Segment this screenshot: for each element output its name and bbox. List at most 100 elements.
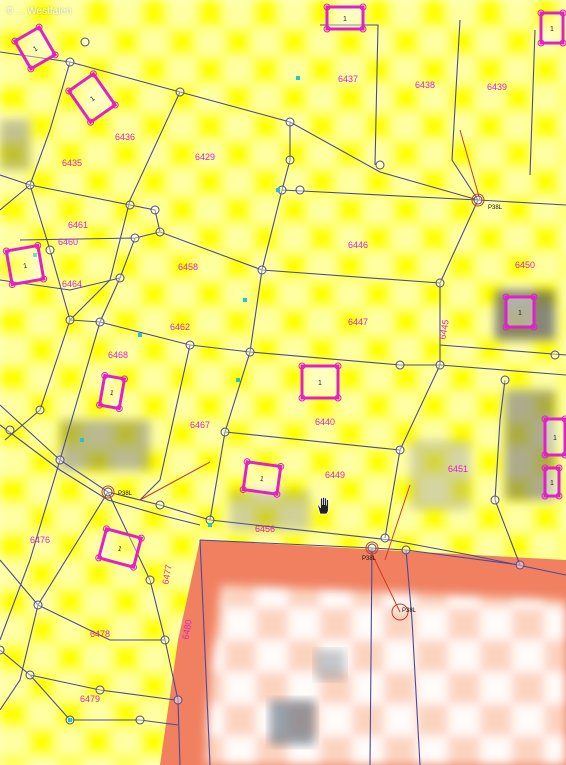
boundary-line [199,539,211,765]
parcel-label: 6447 [348,317,368,327]
building-vertex [34,241,42,249]
dark-patch [315,650,345,680]
building-outline [504,295,536,329]
boundary-vertex [220,427,230,437]
building-vertex [323,3,331,11]
dark-patch [0,120,30,170]
building: 1 [537,9,566,47]
dark-patch [410,440,470,510]
boundary-line [0,424,201,526]
boundary-vertex [33,600,43,610]
boundary-line [281,122,291,191]
building-label: 1 [550,26,554,33]
survey-point: P38L [362,541,379,562]
boundary-line [4,91,181,441]
boundary-vertex [515,560,525,570]
building-vertex [541,464,549,472]
boundary-vertex [115,273,125,283]
building-outline [66,71,118,125]
boundary-line [0,649,176,701]
boundary-vertex [95,685,105,695]
survey-point: P38L [471,193,503,211]
boundary-vertex [80,37,90,47]
building: 1 [65,70,119,126]
building-outline [300,364,340,400]
building-vertex [555,464,563,472]
boundary-line [0,559,39,606]
survey-points: P38L P38L P38L P38L [101,193,503,621]
building-outline [97,373,127,411]
building-label: 1 [550,480,554,487]
cyan-mark [208,523,212,527]
building: 1 [2,241,48,289]
building-outline [12,25,58,71]
cyan-mark [80,438,84,442]
boundary-vertex [500,375,510,385]
boundary-vertex [550,350,560,360]
survey-line [139,461,211,501]
building-vertex [120,375,128,383]
boundary-line [209,189,283,521]
boundary-vertex [435,360,445,370]
parcel-label: 6446 [348,240,368,250]
boundary-vertex [367,543,377,553]
boundary-vertex [45,245,55,255]
building-vertex [555,492,563,500]
building-vertex [239,485,247,493]
building-vertex [51,51,59,59]
boundary-vertex [173,695,183,705]
dark-patch [60,420,150,470]
boundary-vertex [135,715,145,725]
parcel-label: 6478 [90,629,110,639]
survey-point-marker [101,485,115,499]
boundary-line [139,344,191,501]
building-vertex [298,362,306,370]
boundary-line [29,184,441,284]
boundary-vertex [145,575,155,585]
building-vertex [2,247,10,255]
building-vertex [541,451,549,459]
boundary-vertex [395,360,405,370]
boundary-line [29,674,179,726]
boundary-vertex [257,265,267,275]
parcel-label: 6445 [437,319,450,340]
boundary-vertex [245,347,255,357]
survey-point-marker [365,541,379,555]
boundary-line [0,184,31,211]
boundary-vertex [25,180,35,190]
parcel-label: 6449 [325,470,345,480]
survey-point: P38L [101,485,133,499]
dark-patch [270,700,315,745]
boundary-line [369,547,373,765]
building-vertex [561,451,566,459]
boundary-vertex [160,635,170,645]
boundary-vertex [25,670,35,680]
building: 1 [541,464,563,500]
building-label: 1 [259,476,264,483]
building-vertex [65,87,73,95]
building-vertex [298,394,306,402]
cyan-mark [68,718,72,722]
building: 1 [95,525,145,571]
building-vertex [277,463,285,471]
boundary-vertices [0,37,560,725]
cyan-marks [33,76,300,722]
boundary-vertex [490,495,500,505]
parcel-label: 6476 [30,535,50,545]
boundary-line [320,24,379,166]
cyan-mark [243,298,247,302]
building: 1 [239,458,285,498]
parcel-label: 6450 [515,260,535,270]
building: 1 [323,3,367,33]
building-vertex [11,37,19,45]
cyan-mark [33,253,37,257]
survey-point-label: P38L [402,608,417,614]
building-vertex [111,101,119,109]
dark-patch [505,390,555,500]
survey-point-label: P38L [488,205,503,211]
boundary-vertex [95,317,105,327]
building-vertex [101,371,109,379]
parcel-label: 6461 [68,220,88,230]
